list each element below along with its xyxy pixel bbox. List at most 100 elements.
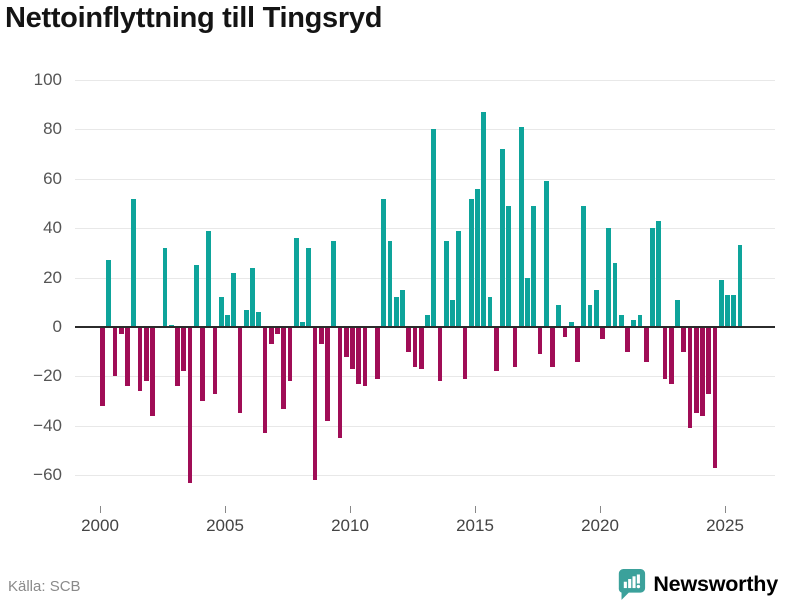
bar-negative xyxy=(375,327,380,379)
bar-positive xyxy=(581,205,587,327)
y-axis-label: −20 xyxy=(33,366,62,386)
bar-positive xyxy=(300,322,305,327)
bar-negative xyxy=(100,327,105,407)
bar-negative xyxy=(237,327,243,414)
bar-negative xyxy=(681,327,687,352)
bar-positive xyxy=(606,228,612,327)
bar-positive xyxy=(543,181,549,327)
bar-negative xyxy=(268,327,274,345)
bar-positive xyxy=(218,297,224,327)
bar-negative xyxy=(143,327,149,382)
bar-negative xyxy=(262,327,268,434)
bar-negative xyxy=(312,327,318,481)
newsworthy-logo-icon xyxy=(619,569,646,600)
newsworthy-logo: Newsworthy xyxy=(617,568,778,600)
bar-negative xyxy=(550,327,555,367)
bar-positive xyxy=(500,149,505,327)
bar-negative xyxy=(350,327,355,369)
bar-positive xyxy=(718,280,724,327)
bar-positive xyxy=(518,126,524,327)
newsworthy-logo-text: Newsworthy xyxy=(653,571,778,596)
chart-title: Nettoinflyttning till Tingsryd xyxy=(5,2,383,34)
bar-positive xyxy=(650,228,655,327)
bar-negative xyxy=(137,327,143,392)
x-axis-tick xyxy=(475,506,476,513)
bar-positive xyxy=(387,240,393,327)
bar-chart-plot: 100 80 60 40 20 0 −20 −40 −60 2000 2005 2010 2015 202… xyxy=(33,70,775,535)
gridline-20 xyxy=(75,277,775,279)
bar-negative xyxy=(643,327,649,362)
bar-negative xyxy=(318,327,324,345)
y-axis-label: 80 xyxy=(43,119,62,139)
bar-positive xyxy=(162,247,168,327)
bar-positive xyxy=(637,314,643,327)
bar-positive xyxy=(618,314,624,327)
bar-positive xyxy=(656,220,662,327)
bar-negative xyxy=(187,327,193,483)
x-axis-tick xyxy=(100,506,101,513)
bar-positive xyxy=(593,289,599,327)
bar-positive xyxy=(456,230,462,327)
bar-negative xyxy=(412,327,418,367)
bar-negative xyxy=(625,327,630,352)
y-axis-label: 40 xyxy=(43,218,62,238)
bar-negative xyxy=(118,327,124,335)
bar-negative xyxy=(181,327,187,372)
gridline-40 xyxy=(75,228,775,230)
bar-negative xyxy=(662,327,668,379)
bar-positive xyxy=(587,304,593,327)
gridline-60 xyxy=(75,178,775,180)
bar-negative xyxy=(287,327,293,382)
bar-positive xyxy=(506,205,512,327)
bar-negative xyxy=(493,327,499,372)
x-axis-tick xyxy=(725,506,726,513)
bar-positive xyxy=(400,289,405,327)
bar-positive xyxy=(243,309,249,327)
bar-positive xyxy=(450,299,455,327)
bar-negative xyxy=(562,327,568,337)
bar-positive xyxy=(381,198,387,327)
bar-negative xyxy=(125,327,130,387)
y-axis-label: 0 xyxy=(52,317,62,336)
bar-positive xyxy=(725,294,730,327)
x-axis-label: 2000 xyxy=(81,516,119,535)
bar-positive xyxy=(731,294,737,327)
bar-negative xyxy=(343,327,349,357)
bar-positive xyxy=(612,262,618,327)
bar-negative xyxy=(418,327,424,369)
bar-positive xyxy=(106,260,112,327)
bar-negative xyxy=(112,327,118,377)
bar-positive xyxy=(443,240,449,327)
gridline-80 xyxy=(75,129,775,131)
x-axis-tick xyxy=(350,506,351,513)
bar-positive xyxy=(331,240,337,327)
x-axis-label: 2010 xyxy=(331,516,369,535)
bar-negative xyxy=(437,327,443,382)
bar-positive xyxy=(487,297,493,327)
bar-positive xyxy=(393,297,399,327)
bar-negative xyxy=(712,327,718,468)
bar-negative xyxy=(575,327,580,362)
bar-negative xyxy=(668,327,674,384)
bar-negative xyxy=(337,327,343,439)
bar-positive xyxy=(468,198,474,327)
bar-positive xyxy=(256,312,262,327)
bar-positive xyxy=(206,230,212,327)
bar-positive xyxy=(525,277,530,327)
bar-positive xyxy=(531,205,537,327)
bar-negative xyxy=(462,327,468,379)
y-axis-label: −40 xyxy=(33,415,62,435)
y-axis-label: −60 xyxy=(33,465,62,485)
bar-positive xyxy=(431,129,437,327)
x-axis-label: 2020 xyxy=(581,516,619,535)
bar-negative xyxy=(693,327,699,414)
bar-negative xyxy=(362,327,368,387)
gridline-100 xyxy=(75,80,775,81)
bar-positive xyxy=(556,304,562,327)
bar-negative xyxy=(281,327,287,409)
bar-positive xyxy=(293,238,299,327)
x-axis-label: 2005 xyxy=(206,516,244,535)
y-axis-label: 60 xyxy=(43,168,62,188)
bar-negative xyxy=(200,327,205,402)
